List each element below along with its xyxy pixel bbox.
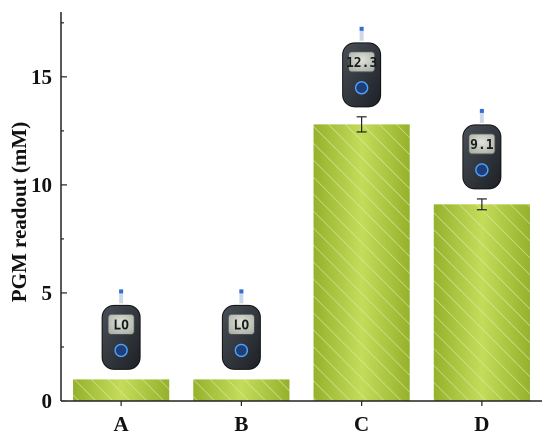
glucose-meter-icon: LO (221, 289, 261, 370)
error-bars-group (356, 116, 487, 211)
meter-button (114, 343, 128, 358)
x-labels-group: A B C D (114, 401, 489, 436)
y-tick-label: 15 (31, 65, 52, 89)
bars-group (73, 124, 530, 401)
glucose-meters-group: LO LO 12.3 9.1 (101, 26, 502, 370)
y-tick-label: 5 (42, 281, 53, 305)
x-tick-label: C (354, 412, 369, 436)
meter-reading: LO (234, 318, 250, 333)
meter-button (234, 343, 249, 358)
meter-reading: 12.3 (346, 56, 377, 71)
meter-screen (468, 133, 496, 155)
y-axis-title: PGM readout (mM) (7, 122, 31, 302)
meter-button (354, 81, 369, 95)
test-strip-tip (479, 108, 484, 113)
x-tick-label: B (234, 412, 248, 436)
test-strip-tip (359, 26, 364, 31)
test-strip (239, 289, 244, 304)
y-tick-label: 0 (42, 389, 53, 413)
test-strip (359, 26, 364, 41)
bar-hatch (433, 204, 530, 401)
glucose-meter-icon: 12.3 (342, 26, 382, 108)
bar-hatch (313, 124, 410, 401)
test-strip-tip (239, 289, 244, 294)
bar-hatch (193, 379, 290, 401)
meter-screen (107, 313, 135, 335)
test-strip (479, 108, 484, 123)
test-strip (119, 289, 124, 304)
y-tick-label: 10 (31, 173, 52, 197)
glucose-meter-icon: 9.1 (462, 108, 502, 190)
x-tick-label: A (114, 412, 130, 436)
meter-reading: LO (113, 318, 129, 333)
y-ticks-group: 0 5 10 15 (31, 22, 67, 413)
bar-hatch (73, 379, 170, 401)
meter-button (475, 163, 489, 177)
x-tick-label: D (474, 412, 489, 436)
test-strip-tip (119, 289, 124, 294)
meter-screen (227, 313, 255, 335)
meter-screen (348, 51, 376, 73)
meter-reading: 9.1 (470, 138, 494, 153)
glucose-meter-icon: LO (101, 289, 141, 370)
